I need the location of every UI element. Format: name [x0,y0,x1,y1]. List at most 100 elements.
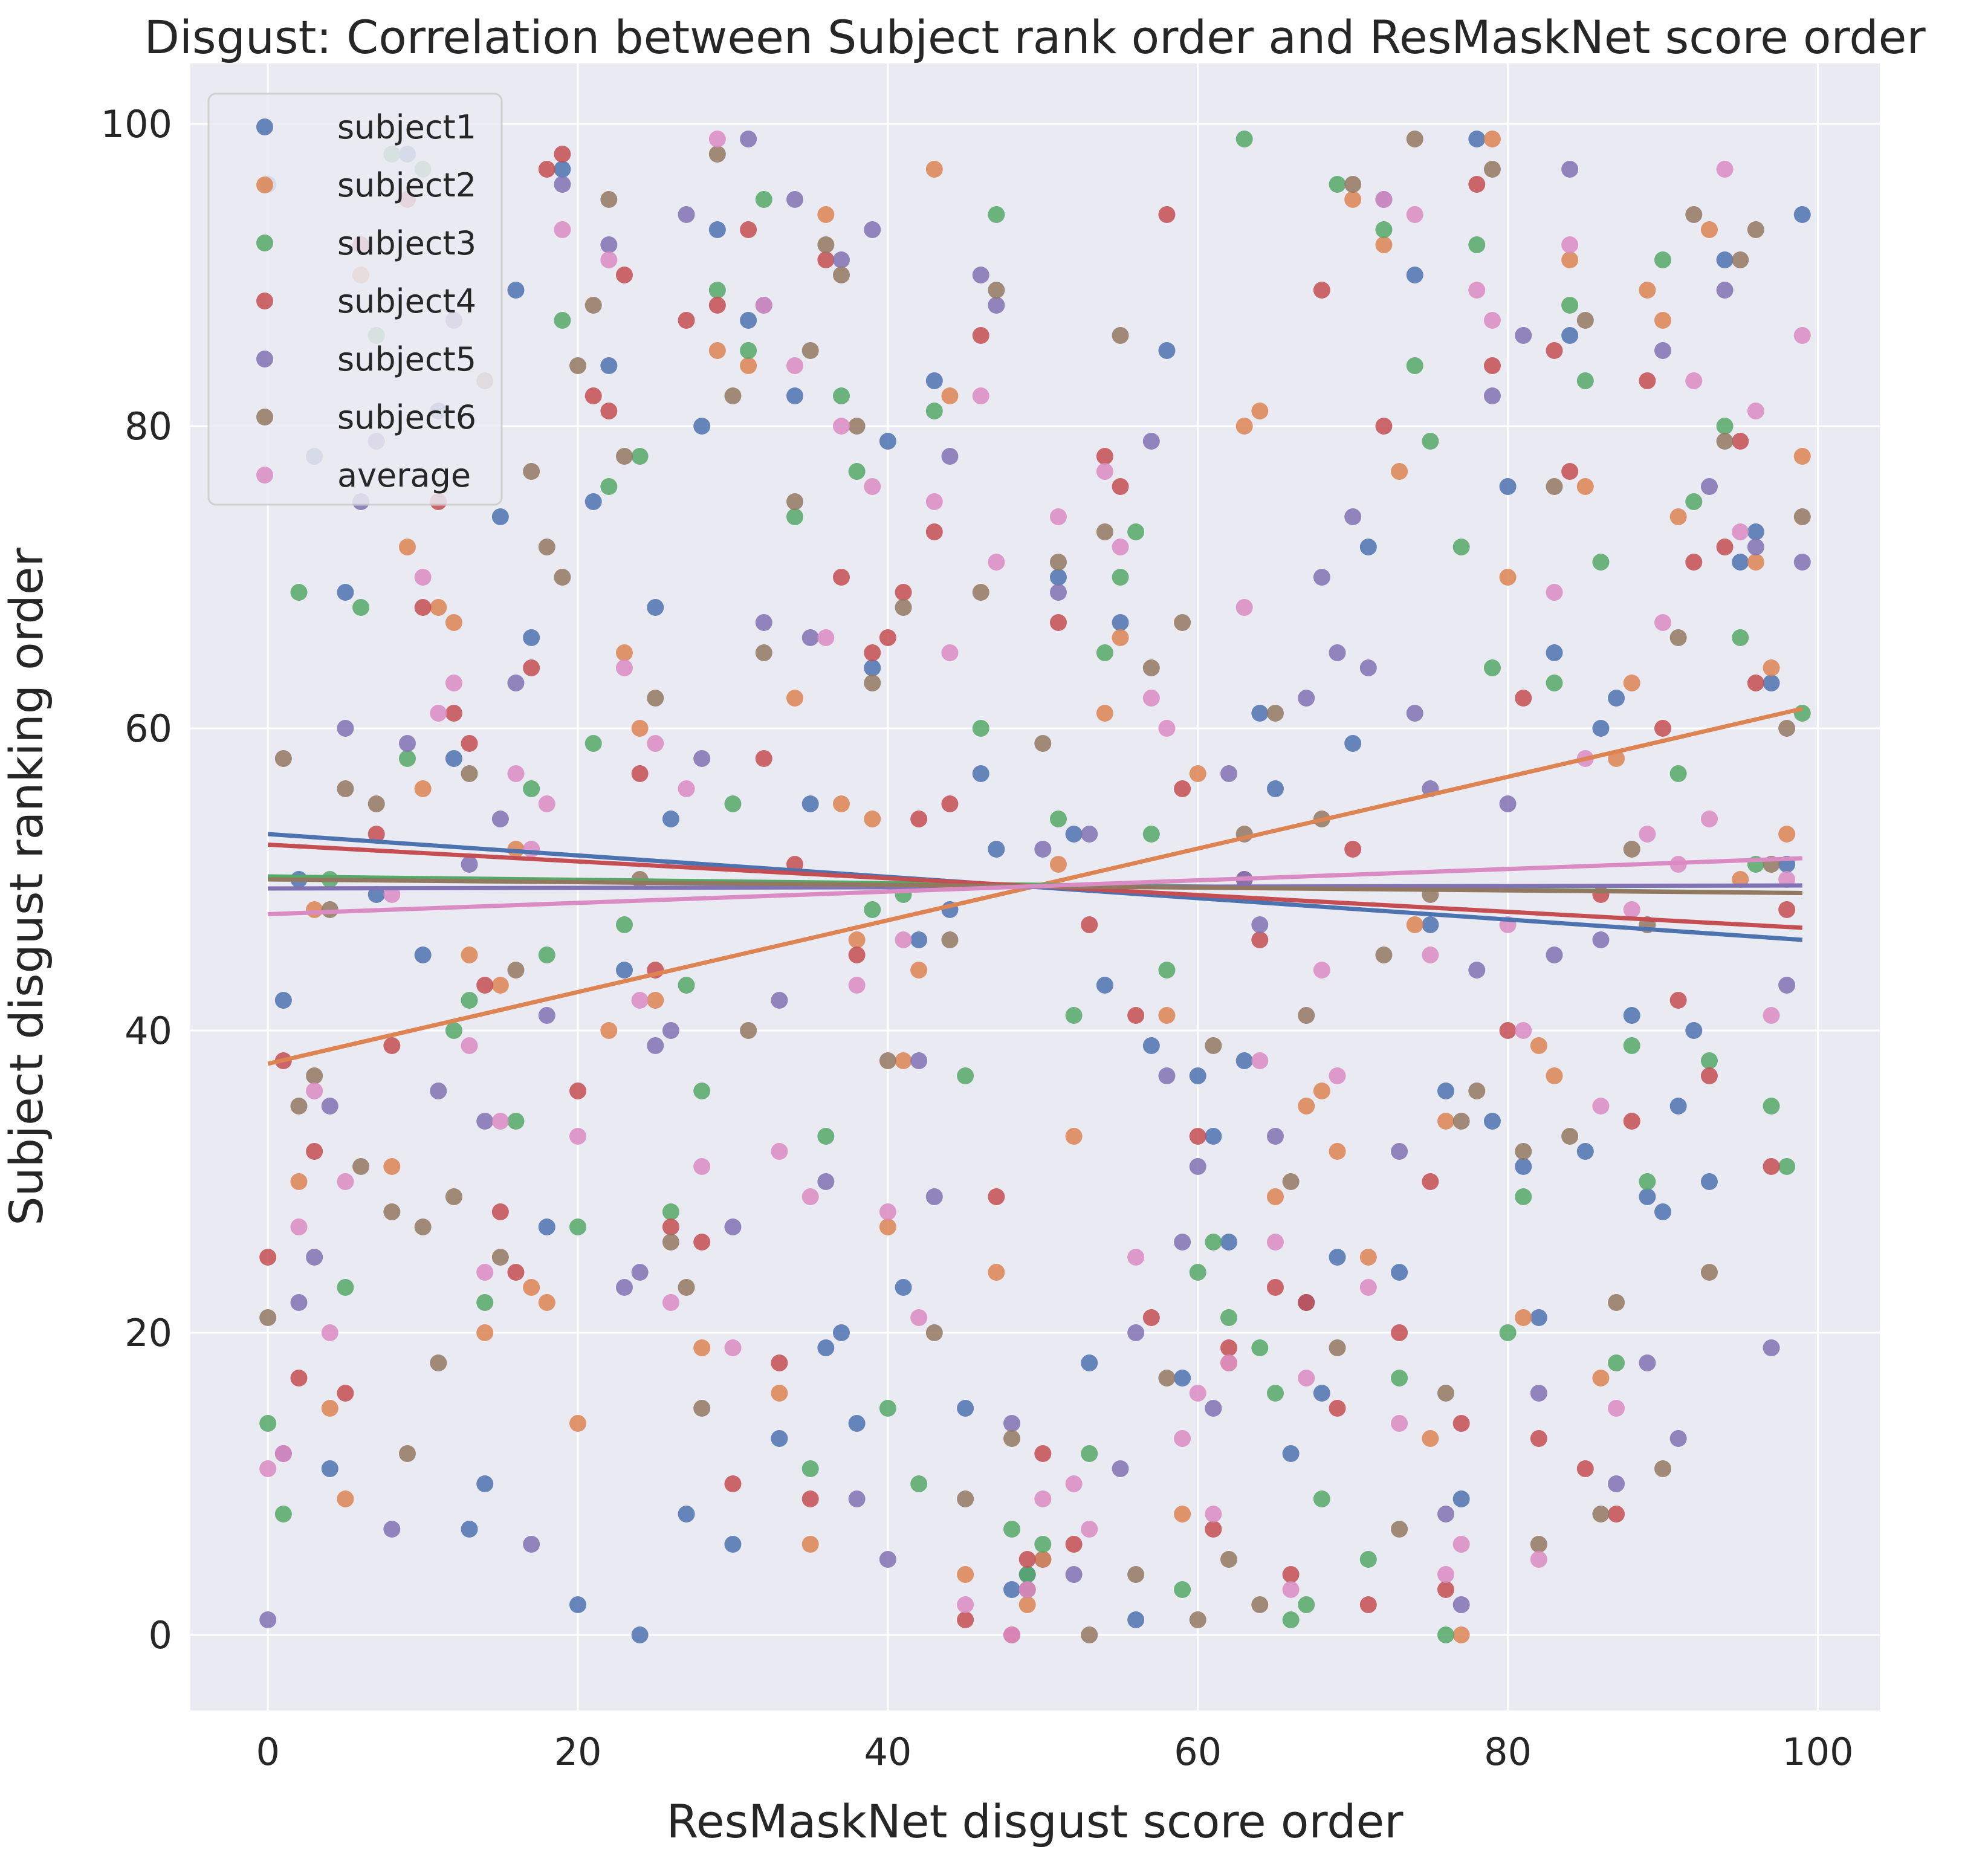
scatter-point [1049,811,1067,827]
scatter-point [1530,1430,1547,1447]
scatter-point [1018,1551,1036,1568]
scatter-point [1793,508,1811,525]
scatter-point [1592,1506,1610,1523]
scatter-point [1081,916,1098,933]
scatter-point [1266,1128,1284,1145]
scatter-point [491,508,509,525]
scatter-point [290,1173,308,1190]
scatter-point [1499,795,1517,812]
scatter-point [1174,1430,1191,1447]
scatter-point [554,176,571,193]
legend-marker [256,351,273,367]
scatter-point [600,478,618,495]
scatter-point [569,1218,587,1235]
scatter-point [383,1521,401,1538]
scatter-point [988,554,1005,571]
scatter-point [367,826,385,843]
scatter-point [895,584,912,601]
scatter-point [1546,478,1563,495]
scatter-point [1561,236,1579,253]
scatter-point [1220,1234,1238,1251]
scatter-point [600,191,618,208]
scatter-point [1266,705,1284,722]
scatter-point [1608,1294,1625,1311]
scatter-point [1266,1385,1284,1402]
scatter-point [1561,1128,1579,1145]
scatter-point [1251,1596,1269,1613]
scatter-point [461,1521,478,1538]
scatter-point [755,644,772,661]
scatter-point [631,720,649,737]
scatter-point [1422,1173,1439,1190]
scatter-point [708,297,726,314]
scatter-point [1049,554,1067,571]
scatter-point [1235,599,1253,616]
scatter-point [507,675,525,691]
scatter-point [398,735,416,752]
scatter-point [1483,387,1501,404]
scatter-point [1329,1067,1346,1084]
scatter-point [864,478,881,495]
scatter-point [1406,357,1423,374]
scatter-point [1081,826,1098,843]
scatter-point [274,1506,292,1523]
scatter-point [1112,629,1129,646]
scatter-point [523,629,540,646]
scatter-point [1142,1309,1160,1326]
scatter-point [1778,901,1796,918]
scatter-point [523,1279,540,1296]
scatter-point [1639,372,1656,389]
scatter-point [1329,1400,1346,1417]
scatter-point [1329,1143,1346,1160]
scatter-point [755,750,772,767]
scatter-point [1793,448,1811,465]
scatter-point [910,811,928,827]
scatter-point [476,977,494,994]
scatter-point [352,1158,370,1175]
scatter-point [461,735,478,752]
scatter-point [1747,523,1764,540]
scatter-point [1483,357,1501,374]
scatter-point [615,267,633,283]
scatter-point [1003,1581,1021,1598]
scatter-point [554,146,571,163]
scatter-point [972,765,989,782]
scatter-point [1452,1113,1470,1130]
scatter-point [864,659,881,676]
scatter-point [1700,478,1718,495]
scatter-point [1468,176,1486,193]
scatter-point [1127,1566,1145,1583]
scatter-point [1530,1385,1547,1402]
scatter-point [1344,508,1362,525]
scatter-point [1158,206,1176,223]
scatter-point [957,1400,974,1417]
scatter-point [259,1309,277,1326]
scatter-point [740,342,757,359]
scatter-point [1174,780,1191,797]
scatter-point [1251,705,1269,722]
scatter-point [1437,1385,1455,1402]
scatter-point [724,1475,742,1492]
y-tick-label: 80 [125,404,172,448]
scatter-point [1592,554,1610,571]
scatter-point [1406,206,1423,223]
scatter-point [755,297,772,314]
scatter-point [1174,1506,1191,1523]
scatter-point [1700,811,1718,827]
scatter-point [786,387,804,404]
scatter-point [1437,1506,1455,1523]
scatter-point [1452,1415,1470,1432]
scatter-point [848,1415,866,1432]
scatter-point [1422,1430,1439,1447]
scatter-point [631,1264,649,1281]
scatter-point [1483,1113,1501,1130]
scatter-point [1174,1370,1191,1387]
scatter-point [817,1128,835,1145]
scatter-point [1669,508,1687,525]
scatter-point [1576,1143,1594,1160]
scatter-point [678,1506,695,1523]
scatter-point [1344,841,1362,858]
scatter-point [832,387,850,404]
scatter-point [817,1173,835,1190]
scatter-point [879,433,896,450]
